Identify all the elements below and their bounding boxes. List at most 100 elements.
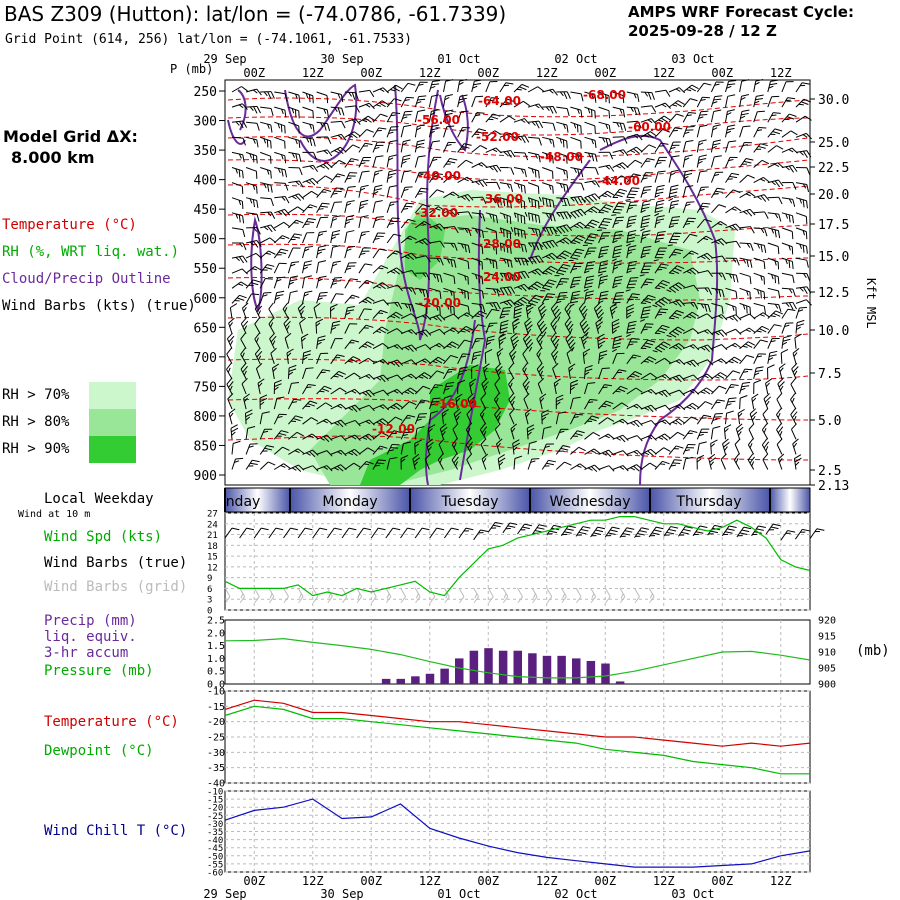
temperature-contour bbox=[227, 136, 809, 158]
barb-feather bbox=[235, 121, 240, 126]
xsec-wind-barb bbox=[282, 302, 289, 319]
barb-feather bbox=[305, 180, 311, 184]
barb-feather bbox=[243, 397, 248, 403]
barb-staff bbox=[273, 414, 280, 425]
barb-feather bbox=[275, 294, 284, 297]
height-tick-label: 30.0 bbox=[818, 93, 849, 108]
xsec-wind-barb bbox=[259, 411, 270, 425]
temp-label-m60: -60.00 bbox=[628, 120, 671, 134]
barb-staff bbox=[414, 443, 416, 455]
barb-staff bbox=[231, 443, 234, 455]
barb-staff bbox=[273, 398, 278, 410]
barb-feather bbox=[298, 110, 300, 119]
barb-staff bbox=[245, 428, 249, 440]
barb-feather bbox=[254, 347, 261, 355]
barb-feather bbox=[268, 250, 276, 255]
barb-feather bbox=[230, 424, 238, 429]
barb-feather bbox=[288, 281, 294, 285]
barb-feather bbox=[238, 200, 242, 206]
barb-feather bbox=[281, 196, 286, 201]
barb-feather bbox=[256, 88, 262, 96]
xsec-wind-barb bbox=[288, 136, 301, 149]
xsec-wind-barb bbox=[260, 224, 276, 233]
legend-temperature: Temperature (°C) bbox=[2, 217, 137, 233]
xsec-wind-barb bbox=[245, 293, 260, 304]
barb-staff bbox=[288, 151, 300, 155]
barb-feather bbox=[241, 352, 245, 358]
barb-feather bbox=[301, 333, 309, 339]
xsec-wind-barb bbox=[271, 363, 280, 379]
barb-feather bbox=[236, 297, 245, 301]
barb-staff bbox=[739, 398, 741, 410]
barb-feather bbox=[284, 125, 286, 134]
xsec-wind-barb bbox=[260, 106, 274, 117]
barb-feather bbox=[284, 320, 291, 328]
barb-feather bbox=[277, 211, 283, 215]
barb-staff bbox=[302, 352, 305, 364]
xsec-wind-barb bbox=[245, 88, 262, 96]
barb-staff bbox=[259, 413, 263, 425]
barb-feather bbox=[256, 337, 259, 343]
grid-point-info: Grid Point (614, 256) lat/lon = (-74.106… bbox=[5, 32, 412, 47]
barb-feather bbox=[268, 317, 274, 325]
barb-feather bbox=[297, 206, 305, 212]
barb-staff bbox=[231, 182, 243, 187]
barb-feather bbox=[254, 332, 260, 340]
xsec-wind-barb bbox=[287, 233, 303, 244]
xsec-wind-barb bbox=[226, 378, 234, 395]
barb-staff bbox=[780, 352, 783, 364]
xsec-wind-barb bbox=[245, 459, 260, 470]
xsec-wind-barb bbox=[240, 362, 248, 380]
barb-staff bbox=[284, 338, 289, 349]
barb-staff bbox=[268, 308, 275, 319]
barb-feather bbox=[291, 152, 296, 158]
barb-staff bbox=[287, 292, 291, 304]
barb-staff bbox=[240, 368, 247, 380]
xsec-wind-barb bbox=[226, 362, 233, 380]
barb-feather bbox=[327, 123, 331, 132]
xsec-wind-barb bbox=[231, 120, 248, 129]
cloud-outline-d bbox=[394, 84, 439, 341]
barb-staff bbox=[245, 443, 251, 455]
weekday-label: Wednesday bbox=[549, 494, 630, 510]
forecast-cycle-label: AMPS WRF Forecast Cycle: bbox=[628, 3, 854, 21]
panel-tick-label: 3 bbox=[207, 596, 212, 606]
xsec-wind-barb bbox=[246, 212, 260, 222]
barb-feather bbox=[295, 153, 298, 162]
barb-staff bbox=[269, 338, 275, 349]
barb-feather bbox=[284, 307, 288, 313]
barb-feather bbox=[234, 460, 240, 463]
barb-feather bbox=[298, 167, 303, 176]
barb-staff bbox=[245, 136, 257, 141]
barb-feather bbox=[306, 386, 312, 389]
barb-feather bbox=[254, 302, 261, 309]
xsec-wind-barb bbox=[241, 302, 249, 319]
xsec-wind-barb bbox=[231, 281, 248, 289]
xsec-wind-barb bbox=[231, 182, 244, 194]
barb-feather bbox=[250, 462, 258, 466]
xsec-wind-barb bbox=[254, 302, 263, 319]
barb-feather bbox=[291, 195, 297, 200]
barb-feather bbox=[294, 450, 300, 454]
legend-rh: RH (%, WRT liq. wat.) bbox=[2, 244, 180, 260]
xsec-wind-barb bbox=[245, 197, 259, 209]
barb-feather bbox=[313, 152, 317, 160]
barb-staff bbox=[259, 264, 268, 274]
barb-feather bbox=[305, 93, 309, 99]
barb-staff bbox=[227, 398, 233, 410]
panel-tick-label: 12 bbox=[207, 563, 218, 573]
barb-staff bbox=[273, 446, 283, 455]
barb-feather bbox=[282, 235, 290, 240]
barb-staff bbox=[273, 292, 278, 304]
xsec-wind-barb bbox=[260, 197, 274, 207]
barb-feather bbox=[309, 124, 313, 130]
barb-feather bbox=[239, 242, 243, 248]
barb-staff bbox=[226, 384, 233, 395]
temp-label-m12: -12.00 bbox=[372, 422, 415, 436]
barb-feather bbox=[267, 225, 273, 233]
barb-staff bbox=[302, 465, 313, 470]
temperature-contour bbox=[227, 358, 809, 381]
barb-feather bbox=[282, 302, 289, 310]
top-date-label: 03 Oct bbox=[671, 52, 714, 66]
xsec-wind-barb bbox=[284, 332, 292, 349]
